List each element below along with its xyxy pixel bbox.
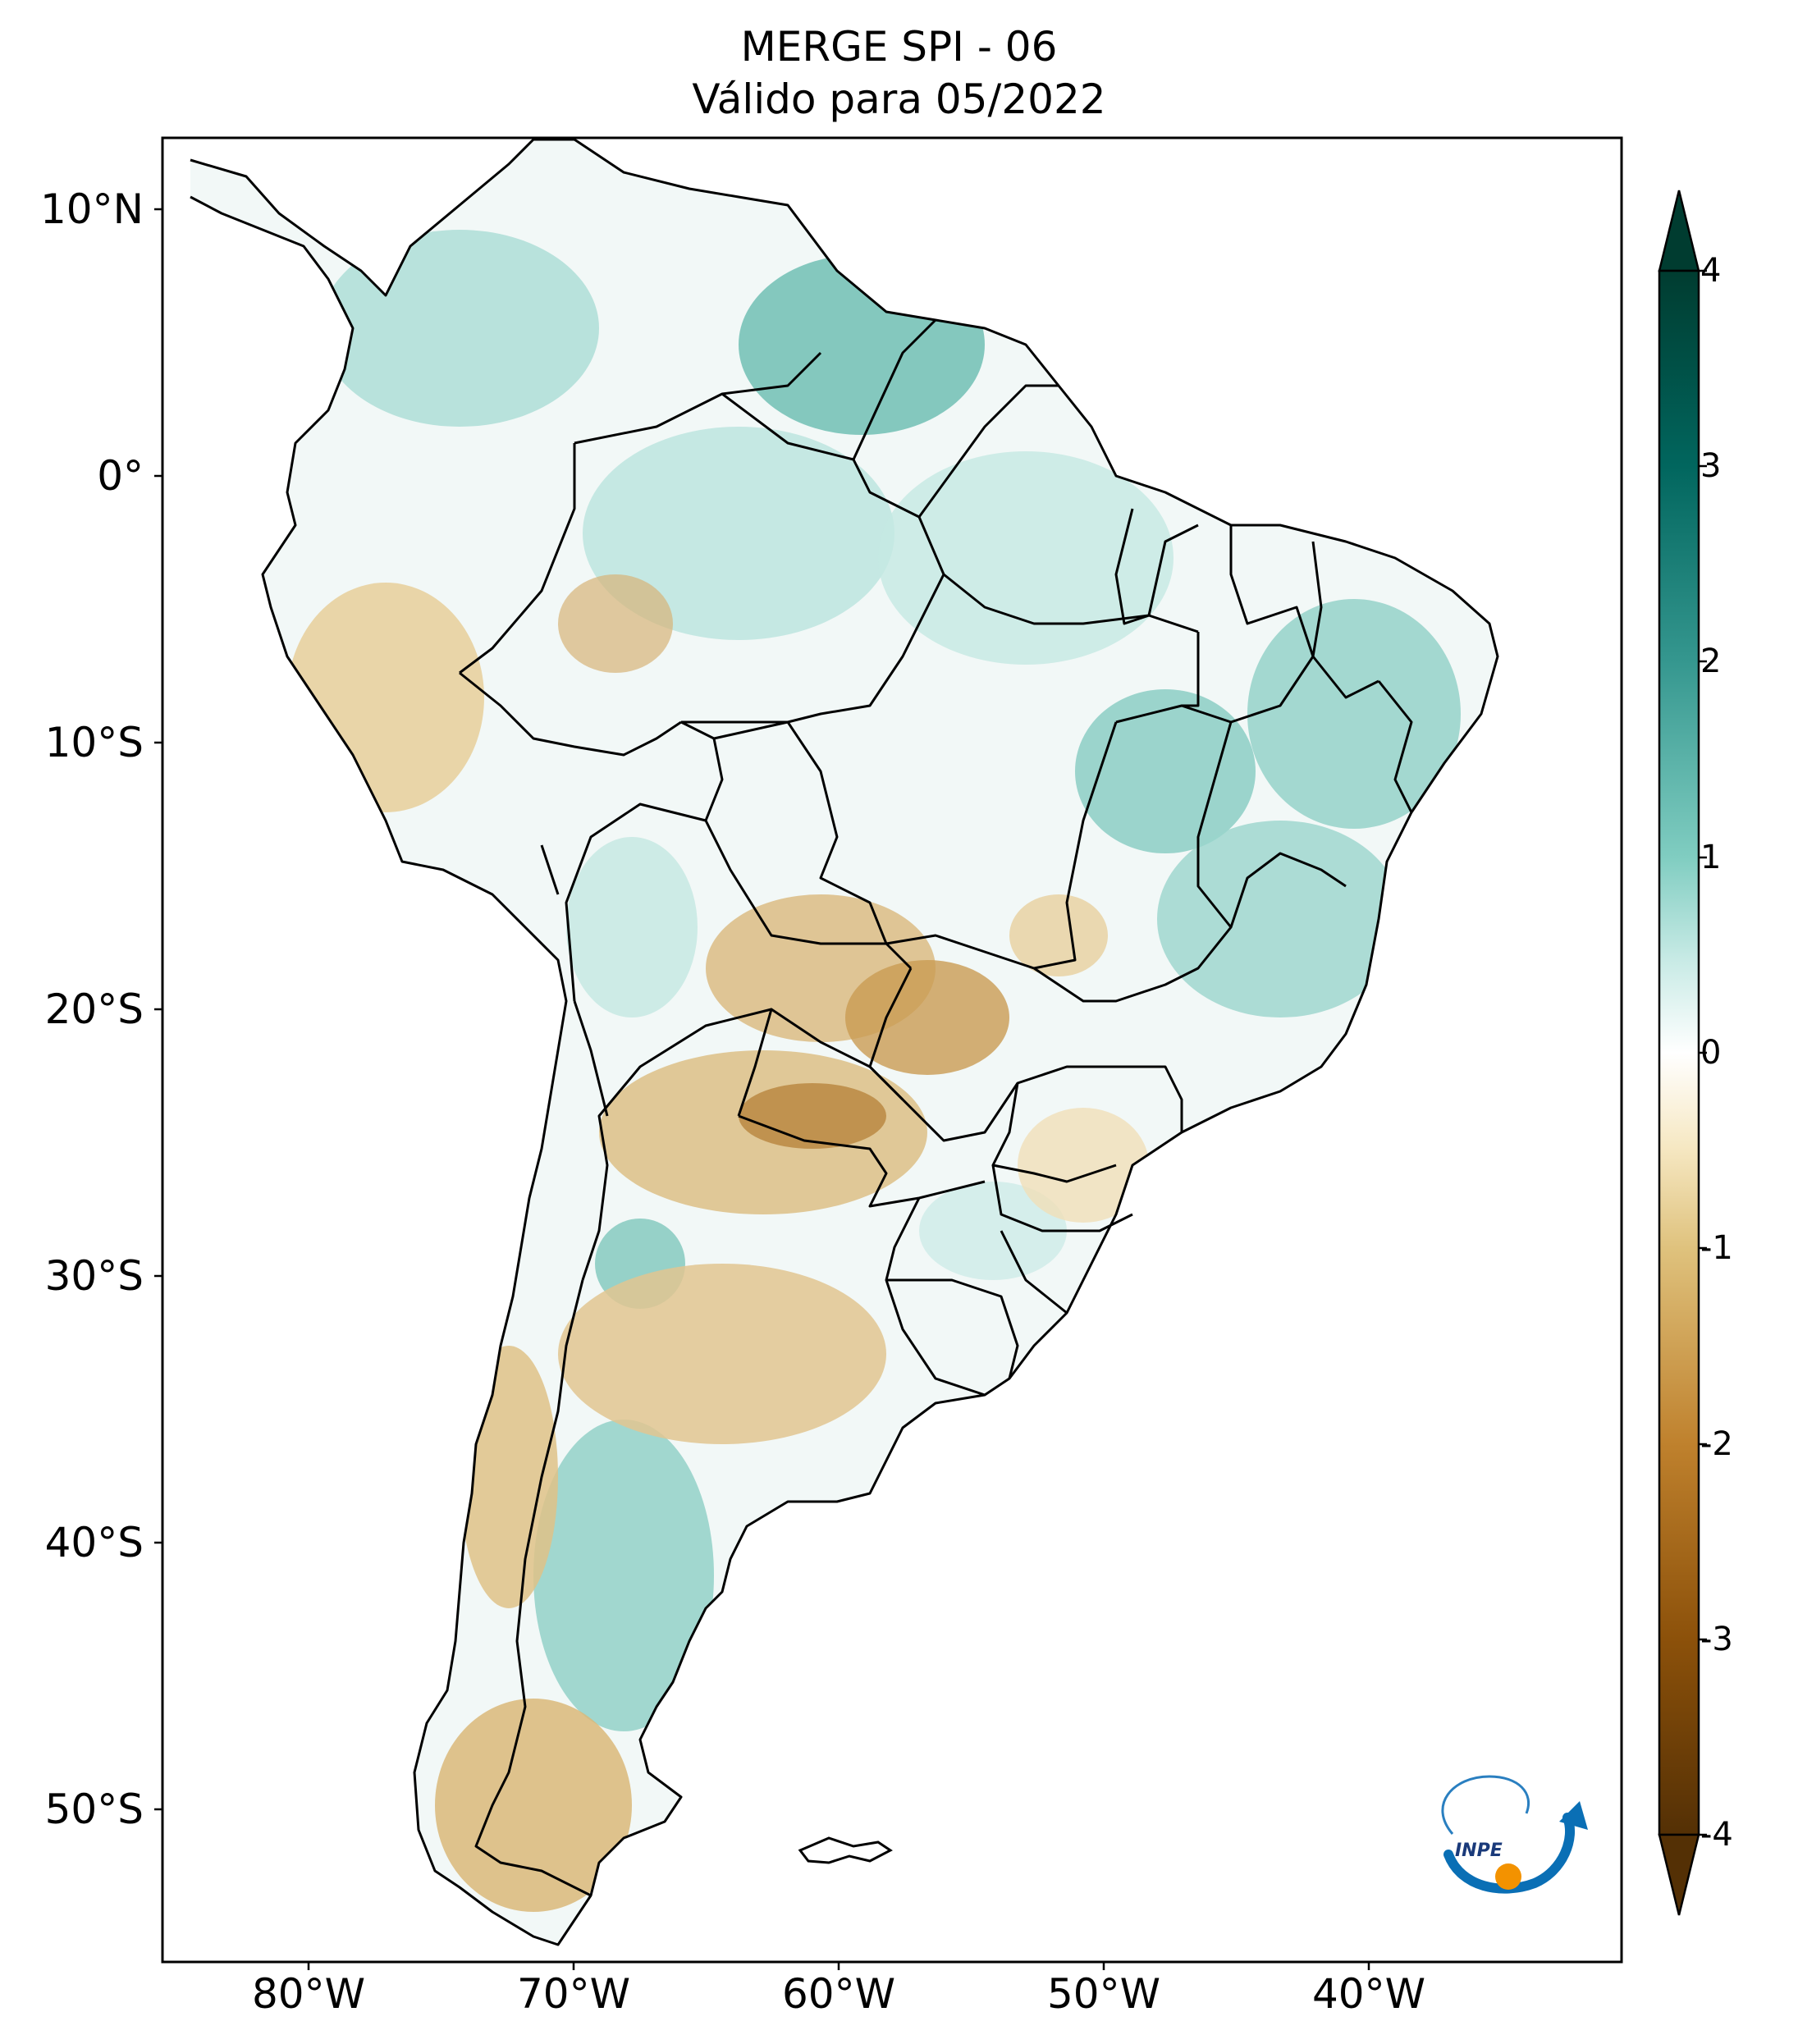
lon-label-60w: 60°W xyxy=(781,1970,896,2018)
map-subtitle: Válido para 05/2022 xyxy=(692,75,1106,123)
lat-label-10n: 10°N xyxy=(39,185,144,233)
lat-label-30s: 30°S xyxy=(44,1252,144,1300)
colorbar-tick-label: -1 xyxy=(1700,1229,1733,1267)
colorbar-tick-label: 3 xyxy=(1700,447,1722,485)
colorbar-tick-label: 2 xyxy=(1700,642,1722,680)
lon-label-70w: 70°W xyxy=(516,1970,631,2018)
map-title: MERGE SPI - 06 xyxy=(740,23,1058,71)
axis-ticks xyxy=(154,208,1370,1970)
lon-label-40w: 40°W xyxy=(1311,1970,1426,2018)
colorbar-tick-label: -2 xyxy=(1700,1425,1733,1463)
lon-label-80w: 80°W xyxy=(251,1970,366,2018)
lat-label-10s: 10°S xyxy=(44,719,144,766)
colorbar-tick-label: 1 xyxy=(1700,839,1722,876)
colorbar-tick-label: -3 xyxy=(1700,1621,1733,1658)
colorbar-tick-label: 0 xyxy=(1700,1034,1722,1072)
lat-label-0: 0° xyxy=(97,452,144,500)
colorbar xyxy=(1658,190,1707,1916)
inpe-logo: INPE xyxy=(1441,1775,1588,1894)
lat-label-50s: 50°S xyxy=(44,1786,144,1833)
lat-label-40s: 40°S xyxy=(44,1519,144,1566)
lon-label-50w: 50°W xyxy=(1046,1970,1161,2018)
svg-text:INPE: INPE xyxy=(1455,1841,1503,1861)
lat-label-20s: 20°S xyxy=(44,985,144,1033)
colorbar-tick-label: -4 xyxy=(1700,1816,1733,1854)
colorbar-tick-label: 4 xyxy=(1700,252,1722,290)
